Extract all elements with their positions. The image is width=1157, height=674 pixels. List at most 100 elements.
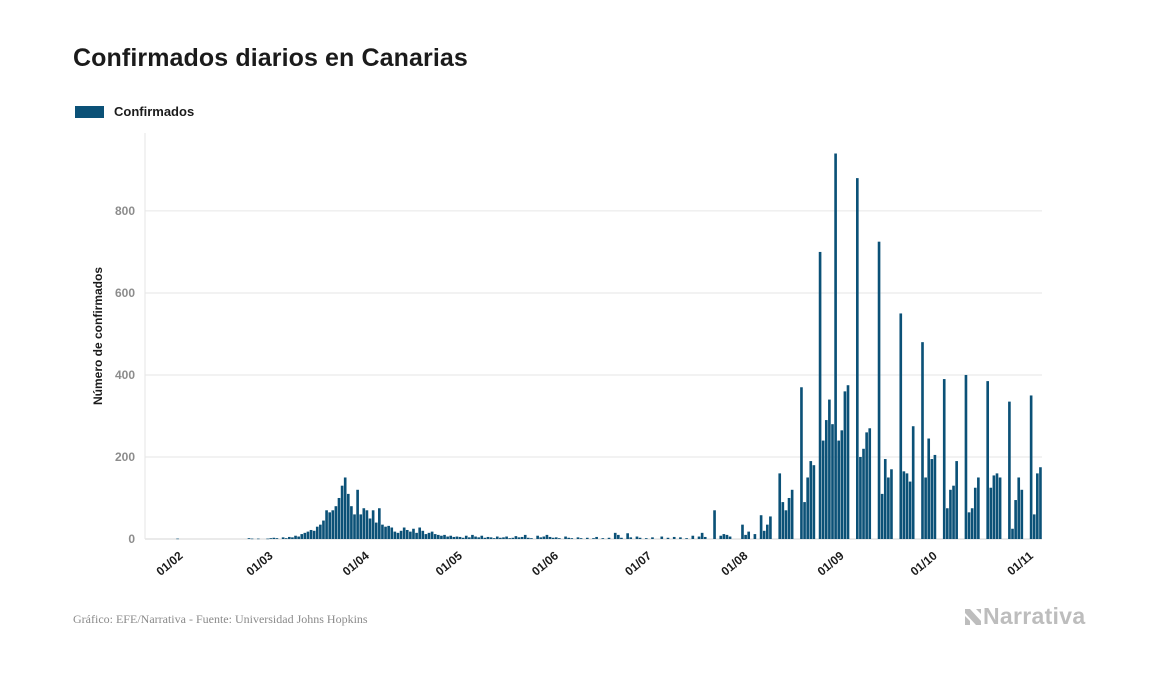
bar — [812, 465, 816, 539]
bar — [353, 514, 356, 539]
bar — [477, 537, 480, 539]
bar — [1039, 467, 1042, 539]
bar — [334, 506, 338, 539]
bar — [272, 537, 276, 539]
bar — [635, 536, 639, 539]
bar — [753, 534, 757, 539]
x-tick-label: 01/05 — [433, 548, 465, 578]
bar — [511, 537, 515, 539]
bar — [374, 522, 378, 539]
bar — [967, 512, 971, 539]
bar — [837, 440, 841, 539]
bar — [545, 534, 549, 539]
bar — [567, 537, 570, 539]
bar — [952, 485, 955, 539]
bar — [554, 537, 558, 539]
bar — [343, 477, 347, 539]
bar — [315, 526, 319, 539]
bar — [250, 538, 254, 540]
bar — [548, 536, 552, 539]
bar — [455, 536, 459, 539]
bar — [759, 515, 763, 539]
bar-layer — [176, 153, 1042, 540]
bar — [564, 536, 567, 539]
bar — [424, 534, 428, 539]
bar — [312, 530, 316, 539]
bar — [902, 471, 906, 539]
bar — [856, 178, 859, 539]
bar — [322, 520, 325, 539]
bar — [284, 538, 288, 539]
bar — [527, 537, 530, 539]
bar — [1036, 473, 1039, 539]
brand-logo: Narrativa — [963, 603, 1085, 630]
bar — [396, 532, 400, 539]
bar — [933, 454, 937, 539]
bar — [877, 241, 881, 540]
bar — [784, 510, 788, 539]
bar — [325, 510, 328, 539]
bar — [418, 527, 422, 539]
bar — [992, 475, 996, 539]
bar — [883, 459, 887, 539]
bar — [1020, 489, 1024, 539]
bar — [685, 538, 688, 539]
x-tick-label: 01/04 — [340, 548, 372, 578]
bar — [430, 531, 434, 539]
bar — [393, 531, 397, 539]
bar — [443, 534, 446, 539]
bar — [617, 534, 620, 539]
bar — [458, 536, 462, 539]
bar — [440, 535, 443, 539]
bar — [495, 536, 499, 539]
bar — [281, 537, 285, 539]
bar — [328, 512, 331, 539]
bar — [921, 342, 924, 539]
bar — [536, 535, 539, 539]
bar — [1011, 528, 1014, 539]
bar — [790, 489, 794, 539]
x-tick-label: 01/08 — [718, 548, 750, 578]
bar — [846, 385, 850, 539]
bar — [666, 537, 670, 539]
bar — [713, 510, 716, 539]
bar — [787, 497, 791, 539]
brand-name: Narrativa — [983, 603, 1086, 629]
bar — [691, 535, 695, 539]
bar — [517, 537, 521, 539]
bar — [995, 473, 999, 539]
y-tick-label: 800 — [115, 204, 135, 218]
bar — [828, 399, 831, 539]
bar — [809, 461, 813, 539]
bar — [834, 153, 837, 539]
bar — [613, 532, 617, 539]
x-tick-label: 01/02 — [154, 548, 186, 578]
bar — [415, 532, 418, 539]
bar — [247, 538, 251, 539]
bar — [514, 536, 518, 539]
bar — [672, 536, 676, 539]
x-tick-label: 01/07 — [622, 548, 654, 578]
bar — [499, 537, 502, 539]
bar — [722, 534, 726, 539]
bar — [558, 538, 561, 539]
bar — [471, 534, 474, 539]
bar — [303, 532, 307, 539]
x-tick-label: 01/09 — [815, 548, 847, 578]
bar — [1032, 514, 1036, 539]
y-tick-label: 0 — [128, 532, 135, 546]
bar — [436, 534, 440, 539]
bar — [399, 530, 403, 539]
bar — [576, 537, 580, 539]
bar — [570, 538, 574, 539]
bar — [824, 420, 828, 539]
bar — [291, 537, 294, 539]
bar — [356, 489, 359, 539]
bar — [427, 532, 431, 539]
bar — [719, 535, 723, 539]
x-tick-label: 01/06 — [529, 548, 561, 578]
bar — [744, 534, 747, 539]
bar — [955, 461, 958, 539]
bar — [387, 525, 390, 539]
bar — [523, 534, 527, 539]
